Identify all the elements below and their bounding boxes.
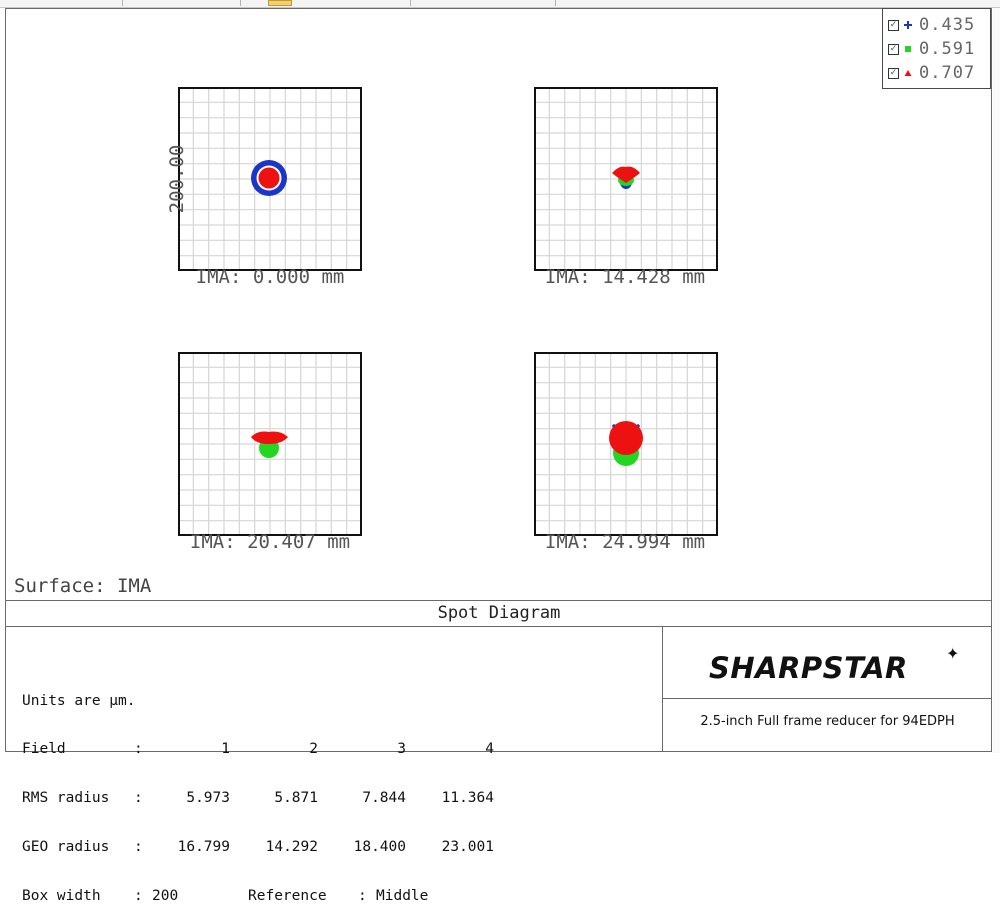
divider xyxy=(663,698,992,699)
box-width-row: Box width: 200 Reference: Middle xyxy=(22,888,429,905)
spot-grid-field-3 xyxy=(178,352,362,536)
design-subtitle: 2.5-inch Full frame reducer for 94EDPH xyxy=(700,714,955,729)
spot-grid-field-2 xyxy=(534,87,718,271)
divider xyxy=(6,626,992,627)
window-tab-active[interactable] xyxy=(268,0,292,6)
triangle-icon xyxy=(903,68,913,78)
diagram-title: Spot Diagram xyxy=(437,603,561,623)
ima-label-field-1: IMA: 0.000 mm xyxy=(195,266,345,288)
window-right-edge xyxy=(993,8,1000,753)
window-tab-strip xyxy=(0,0,1000,8)
star-icon: ✦ xyxy=(946,644,960,663)
plus-icon xyxy=(903,20,913,30)
window-tab-divider[interactable] xyxy=(555,0,556,6)
legend-row-wavelength-3: ✓ 0.707 xyxy=(883,61,990,85)
divider xyxy=(662,626,663,752)
legend-wavelength-value: 0.591 xyxy=(919,39,976,59)
rms-label: RMS radius xyxy=(22,790,110,807)
spot-grid-field-1 xyxy=(178,87,362,271)
field-number: 2 xyxy=(309,741,318,758)
plot-border xyxy=(178,352,362,536)
brand-logo-text: SHARPSTAR xyxy=(709,651,908,685)
legend-wavelength-value: 0.707 xyxy=(919,63,976,83)
window-tab-divider[interactable] xyxy=(122,0,123,6)
field-number: 1 xyxy=(221,741,230,758)
units-row: Units are µm. xyxy=(22,693,494,709)
geo-value: 23.001 xyxy=(441,839,494,856)
spot-diagram-window xyxy=(5,8,992,752)
legend-row-wavelength-2: ✓ 0.591 xyxy=(883,37,990,61)
plot-border xyxy=(534,352,718,536)
units-text: Units are µm. xyxy=(22,692,136,709)
geo-value: 16.799 xyxy=(177,839,230,856)
y-axis-scale-label: 200.00 xyxy=(166,144,188,214)
plot-border xyxy=(534,87,718,271)
brand-logo: SHARPSTAR ✦ xyxy=(663,626,992,698)
ima-label-field-2: IMA: 14.428 mm xyxy=(544,266,706,288)
box-width-value: 200 xyxy=(152,888,179,905)
geo-value: 18.400 xyxy=(353,839,406,856)
ima-label-field-3: IMA: 20.407 mm xyxy=(189,531,351,553)
rms-value: 5.973 xyxy=(186,790,230,807)
rms-value: 7.844 xyxy=(362,790,406,807)
legend-wavelength-value: 0.435 xyxy=(919,15,976,35)
divider xyxy=(6,600,992,601)
window-tab-divider[interactable] xyxy=(410,0,411,6)
checkbox-checked-icon[interactable]: ✓ xyxy=(888,19,899,31)
reference-label: Reference xyxy=(248,888,327,905)
spot-grid-field-4 xyxy=(534,352,718,536)
checkbox-checked-icon[interactable]: ✓ xyxy=(888,67,899,79)
rms-value: 11.364 xyxy=(441,790,494,807)
square-icon xyxy=(903,44,913,54)
spot-statistics: Units are µm. Field: 1 2 3 4 RMS radius:… xyxy=(22,660,494,921)
legend-row-wavelength-1: ✓ 0.435 xyxy=(883,13,990,37)
checkbox-checked-icon[interactable]: ✓ xyxy=(888,43,899,55)
rms-value: 5.871 xyxy=(274,790,318,807)
rms-row: RMS radius: 5.973 5.871 7.844 11.364 xyxy=(22,790,494,807)
box-width-label: Box width xyxy=(22,888,101,905)
spot-red xyxy=(612,166,640,183)
geo-value: 14.292 xyxy=(265,839,318,856)
reference-value: Middle xyxy=(376,888,429,905)
field-number: 3 xyxy=(397,741,406,758)
spot-red xyxy=(251,431,288,444)
surface-label: Surface: IMA xyxy=(14,575,152,597)
ima-label-field-4: IMA: 24.994 mm xyxy=(544,531,706,553)
plot-border xyxy=(178,87,362,271)
geo-label: GEO radius xyxy=(22,839,110,856)
wavelength-legend: ✓ 0.435 ✓ 0.591 ✓ 0.707 xyxy=(882,8,991,89)
field-number: 4 xyxy=(485,741,494,758)
geo-row: GEO radius: 16.799 14.292 18.400 23.001 xyxy=(22,839,494,856)
field-row: Field: 1 2 3 4 xyxy=(22,741,494,758)
field-label: Field xyxy=(22,741,66,758)
spot-red xyxy=(609,421,643,455)
spot-red xyxy=(258,167,280,189)
window-tab-divider[interactable] xyxy=(240,0,241,6)
